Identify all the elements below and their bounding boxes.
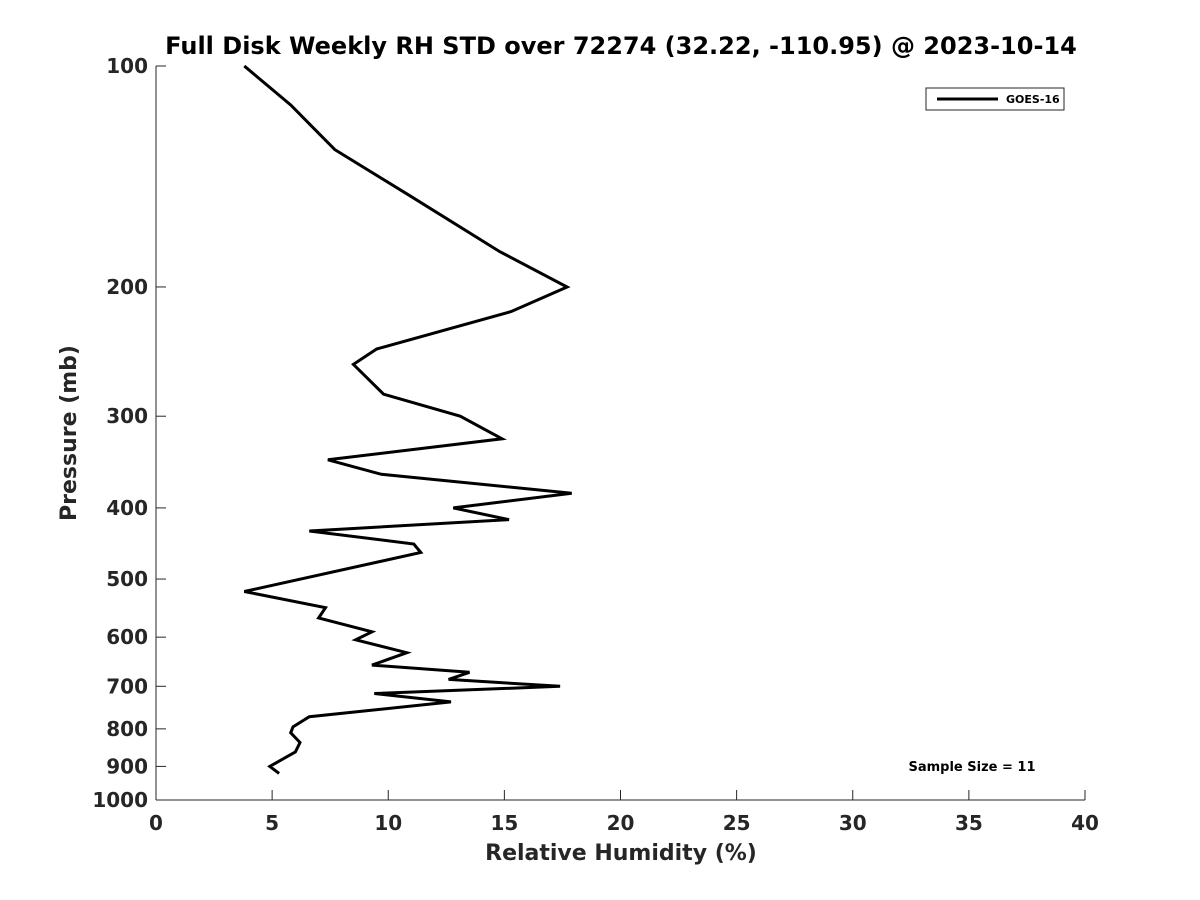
y-axis-ticks: 100 200 300 400 500 600 700 800 900 1000 <box>92 54 166 812</box>
x-axis-ticks: 0 5 10 15 20 25 30 35 40 <box>149 790 1099 835</box>
y-tick-label: 500 <box>106 567 148 591</box>
y-tick-label: 300 <box>106 404 148 428</box>
y-tick-label: 600 <box>106 625 148 649</box>
series-layer <box>243 64 572 775</box>
y-axis-label: Pressure (mb) <box>57 345 82 521</box>
y-tick-label: 400 <box>106 496 148 520</box>
x-tick-label: 40 <box>1071 811 1099 835</box>
chart-title: Full Disk Weekly RH STD over 72274 (32.2… <box>165 32 1077 60</box>
sample-size-annotation: Sample Size = 11 <box>908 760 1035 775</box>
y-tick-label: 100 <box>106 54 148 78</box>
y-tick-label: 200 <box>106 275 148 299</box>
x-tick-label: 0 <box>149 811 163 835</box>
y-tick-label: 800 <box>106 717 148 741</box>
legend-entry-goes-16: GOES-16 <box>1006 93 1060 106</box>
y-tick-label: 900 <box>106 754 148 778</box>
x-tick-label: 35 <box>955 811 983 835</box>
x-tick-label: 15 <box>490 811 518 835</box>
x-tick-label: 20 <box>607 811 635 835</box>
y-tick-label: 1000 <box>92 788 148 812</box>
legend: GOES-16 <box>925 87 1065 111</box>
x-tick-label: 30 <box>839 811 867 835</box>
x-tick-label: 5 <box>265 811 279 835</box>
x-tick-label: 10 <box>374 811 402 835</box>
x-tick-label: 25 <box>723 811 751 835</box>
y-tick-label: 700 <box>106 674 148 698</box>
x-axis-label: Relative Humidity (%) <box>485 841 757 866</box>
series-line-goes-16 <box>243 64 572 775</box>
